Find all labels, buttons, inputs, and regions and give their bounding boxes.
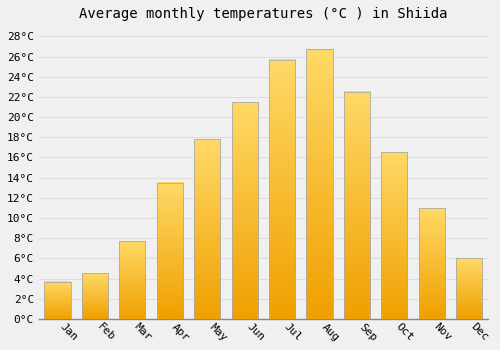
Bar (306, 49, 332, 319)
Bar (232, 102, 258, 319)
Bar (381, 152, 407, 319)
Bar (44, 281, 70, 319)
Bar (418, 208, 445, 319)
Bar (194, 139, 220, 319)
Bar (344, 92, 370, 319)
Bar (120, 241, 146, 319)
Title: Average monthly temperatures (°C ) in Shiida: Average monthly temperatures (°C ) in Sh… (79, 7, 448, 21)
Bar (82, 273, 108, 319)
Bar (456, 258, 482, 319)
Bar (269, 60, 295, 319)
Bar (156, 183, 183, 319)
